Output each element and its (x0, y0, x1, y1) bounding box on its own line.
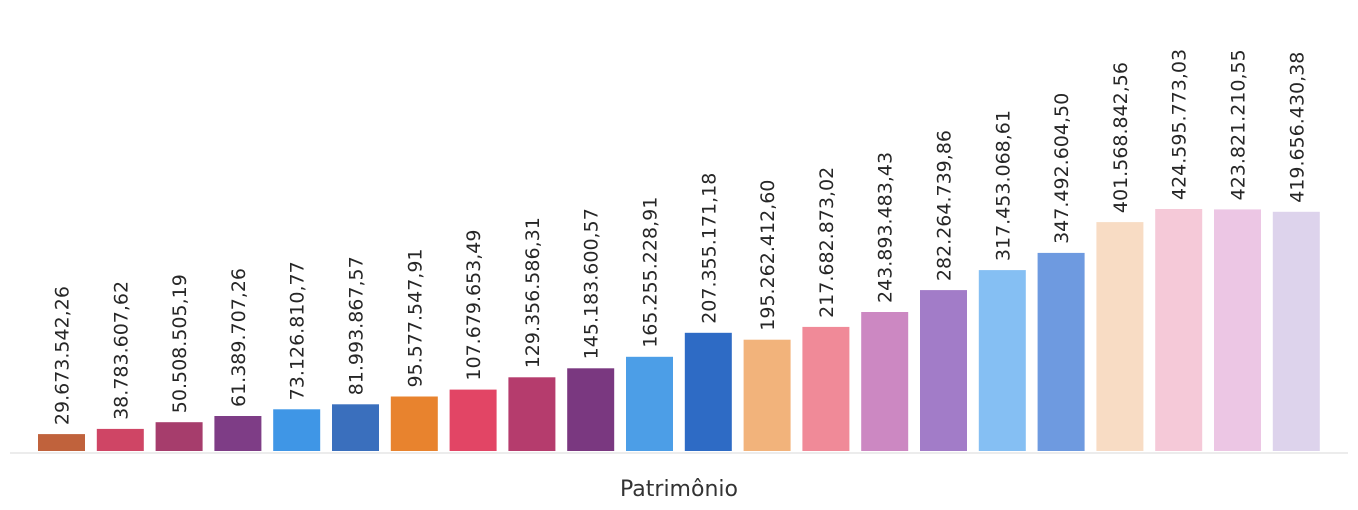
bar-value-label-10: 145.183.600,57 (581, 208, 603, 359)
bar-value-label-2: 38.783.607,62 (110, 281, 132, 420)
bar-value-label-14: 217.682.873,02 (816, 167, 838, 318)
bar-13 (743, 339, 791, 451)
bar-11 (626, 356, 673, 451)
bar-22 (1272, 211, 1320, 451)
bar-16 (920, 290, 967, 451)
bar-value-label-4: 61.389.707,26 (228, 268, 250, 407)
bar-value-label-18: 347.492.604,50 (1051, 93, 1073, 244)
bar-value-label-5: 73.126.810,77 (287, 261, 309, 400)
bar-3 (155, 422, 203, 451)
value-labels-layer: 29.673.542,26 38.783.607,62 50.508.505,19 6… (52, 49, 1309, 425)
bar-9 (508, 377, 556, 451)
bar-value-label-20: 424.595.773,03 (1169, 49, 1191, 200)
bar-21 (1214, 209, 1261, 451)
bar-4 (214, 416, 262, 451)
bar-8 (449, 389, 497, 451)
bar-19 (1096, 222, 1144, 451)
bar-6 (332, 404, 379, 451)
bar-5 (273, 409, 321, 451)
bar-value-label-12: 207.355.171,18 (698, 173, 720, 324)
bar-20 (1155, 209, 1203, 451)
bar-18 (1037, 252, 1085, 451)
bar-value-label-6: 81.993.867,57 (346, 256, 368, 395)
bars-layer (38, 209, 1320, 451)
bar-value-label-17: 317.453.068,61 (992, 110, 1014, 261)
bar-7 (390, 396, 438, 451)
bar-value-label-3: 50.508.505,19 (169, 274, 191, 413)
bar-value-label-7: 95.577.547,91 (404, 248, 426, 387)
bar-value-label-19: 401.568.842,56 (1110, 62, 1132, 213)
bar-value-label-9: 129.356.586,31 (522, 217, 544, 368)
bar-2 (96, 428, 144, 451)
bar-value-label-13: 195.262.412,60 (757, 180, 779, 331)
bar-1 (38, 434, 85, 451)
bar-value-label-11: 165.255.228,91 (640, 197, 662, 348)
bar-value-label-8: 107.679.653,49 (463, 230, 485, 381)
bar-value-label-16: 282.264.739,86 (934, 130, 956, 281)
bar-value-label-15: 243.893.483,43 (875, 152, 897, 303)
bar-10 (567, 368, 615, 451)
x-axis-label: Patrimônio (620, 477, 738, 502)
bar-value-label-21: 423.821.210,55 (1228, 49, 1250, 200)
bar-value-label-22: 419.656.430,38 (1286, 52, 1308, 203)
bar-14 (802, 326, 850, 451)
bar-15 (861, 312, 909, 451)
bar-17 (978, 270, 1026, 451)
bar-12 (684, 332, 732, 451)
bar-value-label-1: 29.673.542,26 (52, 286, 74, 425)
